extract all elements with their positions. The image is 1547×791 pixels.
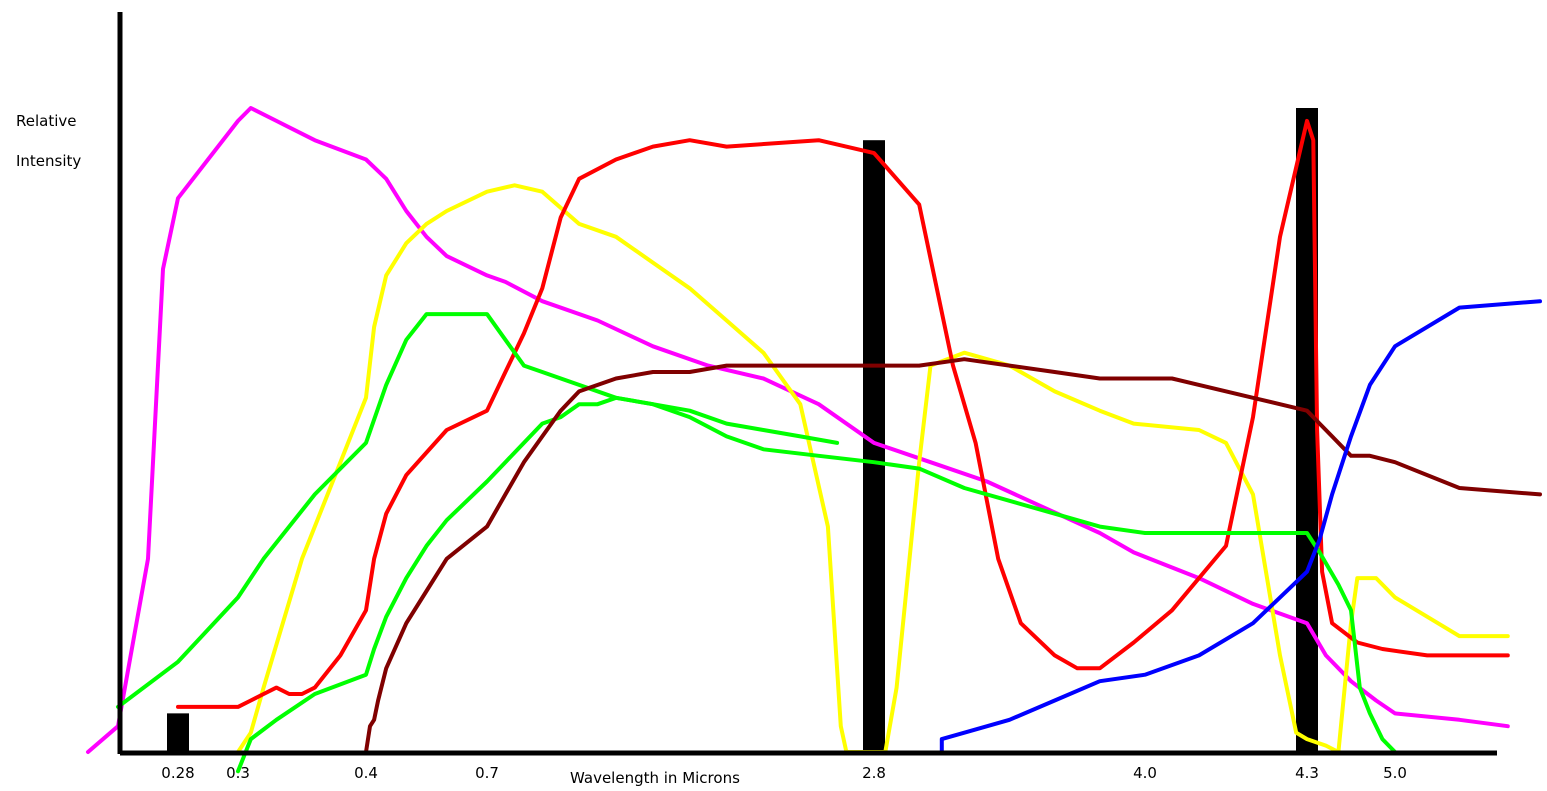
series-line-0 <box>86 106 1510 754</box>
y-axis-label-line-2: Intensity <box>16 152 81 170</box>
y-axis-label-line-1: Relative <box>16 112 77 130</box>
series-group <box>86 106 1542 774</box>
x-tick-labels: 0.28 0.3 0.4 0.7 2.8 4.0 4.3 5.0 <box>161 764 1407 782</box>
series-line-6 <box>939 299 1542 754</box>
x-tick-label-5: 4.0 <box>1133 764 1157 782</box>
x-tick-label-1: 0.3 <box>226 764 250 782</box>
x-tick-label-3: 0.7 <box>475 764 499 782</box>
x-tick-label-0: 0.28 <box>161 764 194 782</box>
series-line-2 <box>176 118 1510 709</box>
absorption-band-1 <box>863 140 885 752</box>
x-tick-label-7: 5.0 <box>1383 764 1407 782</box>
absorption-bands <box>167 108 1318 752</box>
series-line-5 <box>364 357 1542 754</box>
series-line-3 <box>116 312 1397 754</box>
absorption-band-0 <box>167 713 189 752</box>
x-axis-label: Wavelength in Microns <box>570 769 740 787</box>
series-line-4 <box>236 395 840 774</box>
x-tick-label-4: 2.8 <box>862 764 886 782</box>
absorption-band-2 <box>1296 108 1318 752</box>
x-tick-label-2: 0.4 <box>354 764 378 782</box>
x-tick-label-6: 4.3 <box>1295 764 1319 782</box>
